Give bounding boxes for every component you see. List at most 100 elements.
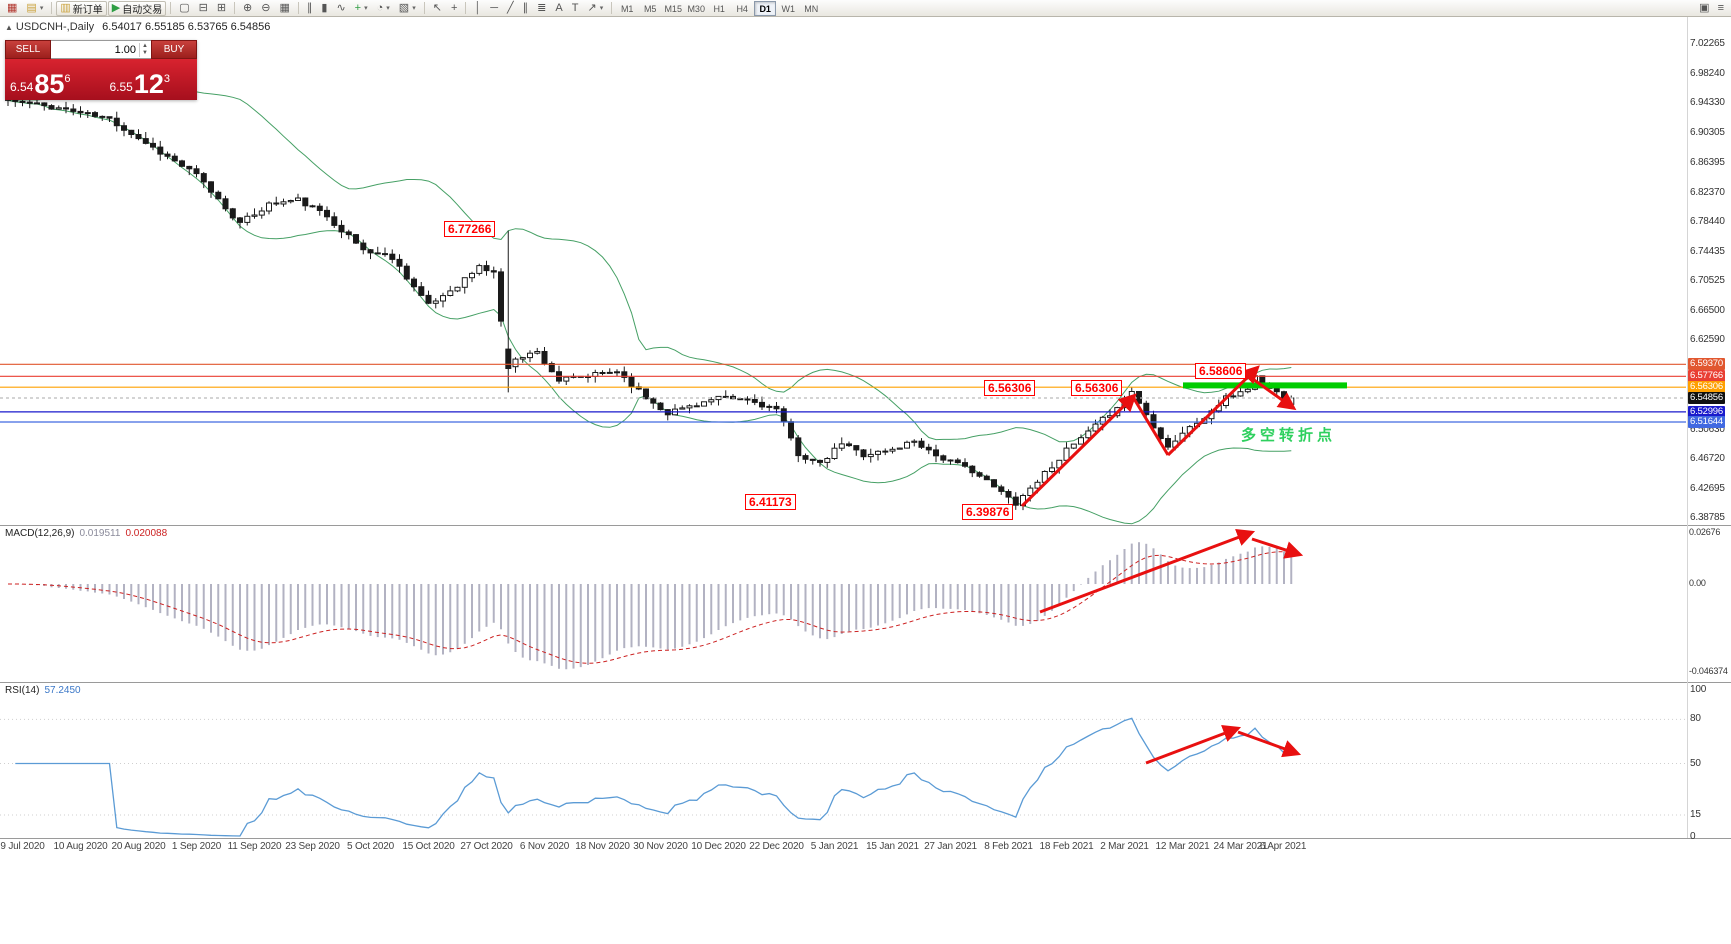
- turning-point-note[interactable]: 多空转折点: [1241, 427, 1337, 444]
- dropdown-caret-icon[interactable]: ▾: [386, 5, 390, 12]
- text-icon[interactable]: A: [551, 1, 566, 16]
- timeframe-d1[interactable]: D1: [754, 0, 777, 16]
- buy-quote[interactable]: 6.55 12 3: [98, 59, 198, 100]
- line-chart-icon[interactable]: ∿: [332, 1, 349, 16]
- timeframe-h1[interactable]: H1: [713, 3, 725, 14]
- date-label[interactable]: 12 Mar 2021: [1155, 841, 1210, 852]
- date-label[interactable]: 20 Aug 2020: [111, 841, 166, 852]
- new-chart-icon[interactable]: ▦: [3, 1, 21, 16]
- sell-button[interactable]: SELL: [5, 40, 51, 59]
- toolbar-overflow-icon[interactable]: ≡: [1714, 1, 1728, 16]
- timeframe-mn[interactable]: MN: [804, 3, 819, 14]
- rsi-tick-label: 100: [1690, 684, 1707, 695]
- sell-price-big: 85: [34, 69, 65, 99]
- toolbar-overflow-icon: ≡: [1717, 1, 1724, 14]
- rsi-tick-label: 15: [1690, 808, 1701, 820]
- date-label[interactable]: 15 Jan 2021: [866, 841, 919, 852]
- date-label[interactable]: 23 Sep 2020: [285, 841, 340, 852]
- date-label[interactable]: 18 Feb 2021: [1039, 841, 1094, 852]
- date-label[interactable]: 6 Nov 2020: [519, 841, 570, 852]
- date-label[interactable]: 10 Dec 2020: [691, 841, 746, 852]
- chart-window-icon[interactable]: ▣: [1695, 1, 1713, 16]
- volume-spinner[interactable]: ▲ ▼: [139, 42, 150, 57]
- zoom-in-icon[interactable]: ⊕: [239, 1, 256, 16]
- macd-tick-label: -0.046374: [1689, 666, 1728, 677]
- arrows-icon: ↗: [587, 1, 597, 14]
- date-label[interactable]: 9 Jul 2020: [0, 841, 45, 852]
- templates-icon[interactable]: ▧ ▾: [395, 1, 420, 16]
- dropdown-caret-icon[interactable]: ▾: [599, 5, 604, 12]
- price-annotation[interactable]: 6.41173: [745, 494, 796, 510]
- cascade-windows-icon[interactable]: ▢: [175, 1, 193, 16]
- timeframe-h4[interactable]: H4: [736, 3, 748, 14]
- timeframe-m30[interactable]: M30: [687, 3, 705, 14]
- tile-horizontal-icon[interactable]: ⊟: [195, 1, 212, 16]
- date-label[interactable]: 2 Mar 2021: [1100, 841, 1149, 852]
- bar-chart-icon: ∥: [306, 1, 313, 14]
- date-label[interactable]: 27 Oct 2020: [460, 841, 513, 852]
- date-label[interactable]: 18 Nov 2020: [575, 841, 630, 852]
- date-label[interactable]: 30 Nov 2020: [633, 841, 688, 852]
- date-label[interactable]: 1 Sep 2020: [171, 841, 222, 852]
- date-label[interactable]: 5 Jan 2021: [810, 841, 859, 852]
- volume-field[interactable]: 1.00 ▲ ▼: [51, 40, 151, 59]
- timeframe-w1[interactable]: W1: [781, 3, 795, 14]
- price-tag: 6.54856: [1688, 392, 1725, 404]
- price-annotation[interactable]: 6.58606: [1195, 363, 1247, 379]
- rsi-indicator-label: RSI(14) 57.2450: [5, 685, 86, 696]
- tile-vertical-icon[interactable]: ⊞: [213, 1, 230, 16]
- price-annotation[interactable]: 6.56306: [984, 380, 1036, 396]
- zoom-out-icon[interactable]: ⊖: [257, 1, 274, 16]
- auto-trading-button[interactable]: ▶ 自动交易: [107, 0, 167, 16]
- candlestick-chart-icon[interactable]: ▮: [317, 1, 331, 16]
- date-label[interactable]: 24 Mar 2021: [1213, 841, 1268, 852]
- timeframe-m5[interactable]: M5: [643, 3, 657, 14]
- channel-icon[interactable]: ∥: [519, 1, 533, 16]
- price-annotation[interactable]: 6.77266: [444, 221, 496, 237]
- price-annotation[interactable]: 6.39876: [962, 504, 1014, 520]
- horizontal-line-icon[interactable]: ─: [486, 1, 502, 16]
- dropdown-caret-icon[interactable]: ▾: [364, 5, 368, 12]
- date-label[interactable]: 27 Jan 2021: [924, 841, 977, 852]
- date-label[interactable]: 8 Feb 2021: [984, 841, 1033, 852]
- price-annotation[interactable]: 6.56306: [1071, 380, 1123, 396]
- collapse-arrow-icon[interactable]: ▲: [5, 23, 13, 32]
- periods-icon[interactable]: ◔ ▾: [373, 1, 394, 16]
- new-order-button[interactable]: ▥ 新订单: [56, 0, 107, 16]
- vertical-line-icon[interactable]: │: [470, 1, 485, 16]
- green-trend-segment[interactable]: [1183, 382, 1347, 389]
- date-label[interactable]: 15 Oct 2020: [402, 841, 455, 852]
- bar-chart-icon[interactable]: ∥: [303, 1, 317, 16]
- chart-profiles-icon[interactable]: ▤ ▾: [22, 1, 47, 16]
- spinner-down-icon[interactable]: ▼: [142, 49, 148, 56]
- trendline-icon[interactable]: ╱: [503, 1, 518, 16]
- spinner-up-icon[interactable]: ▲: [142, 42, 148, 49]
- crosshair-icon[interactable]: +: [447, 1, 461, 16]
- date-label[interactable]: 6 Apr 2021: [1259, 841, 1307, 852]
- timeframe-m15[interactable]: M15: [664, 3, 682, 14]
- date-label[interactable]: 10 Aug 2020: [53, 841, 108, 852]
- symbol-period-label: USDCNH-,Daily: [15, 21, 95, 33]
- sell-quote[interactable]: 6.54 85 6: [5, 59, 98, 100]
- price-tick-label: 6.94330: [1690, 97, 1725, 109]
- date-label[interactable]: 5 Oct 2020: [347, 841, 394, 852]
- date-label[interactable]: 11 Sep 2020: [227, 841, 282, 852]
- volume-value: 1.00: [114, 43, 136, 56]
- arrows-icon[interactable]: ↗ ▾: [583, 1, 607, 16]
- grid-icon[interactable]: ▦: [275, 1, 293, 16]
- auto-trading-icon: ▶: [111, 1, 121, 14]
- label-icon[interactable]: T: [568, 1, 583, 16]
- fibonacci-icon[interactable]: ≣: [533, 1, 550, 16]
- price-tick-label: 6.74435: [1690, 245, 1725, 257]
- indicators-icon[interactable]: + ▾: [351, 1, 372, 16]
- sell-price-main: 6.54: [10, 80, 34, 94]
- buy-button[interactable]: BUY: [151, 40, 197, 59]
- trend-arrows[interactable]: [1020, 365, 1304, 765]
- dropdown-caret-icon[interactable]: ▾: [412, 5, 416, 12]
- date-label[interactable]: 22 Dec 2020: [749, 841, 804, 852]
- timeframe-m1[interactable]: M1: [620, 3, 634, 14]
- cursor-icon[interactable]: ↖: [429, 1, 446, 16]
- dropdown-caret-icon[interactable]: ▾: [39, 5, 44, 12]
